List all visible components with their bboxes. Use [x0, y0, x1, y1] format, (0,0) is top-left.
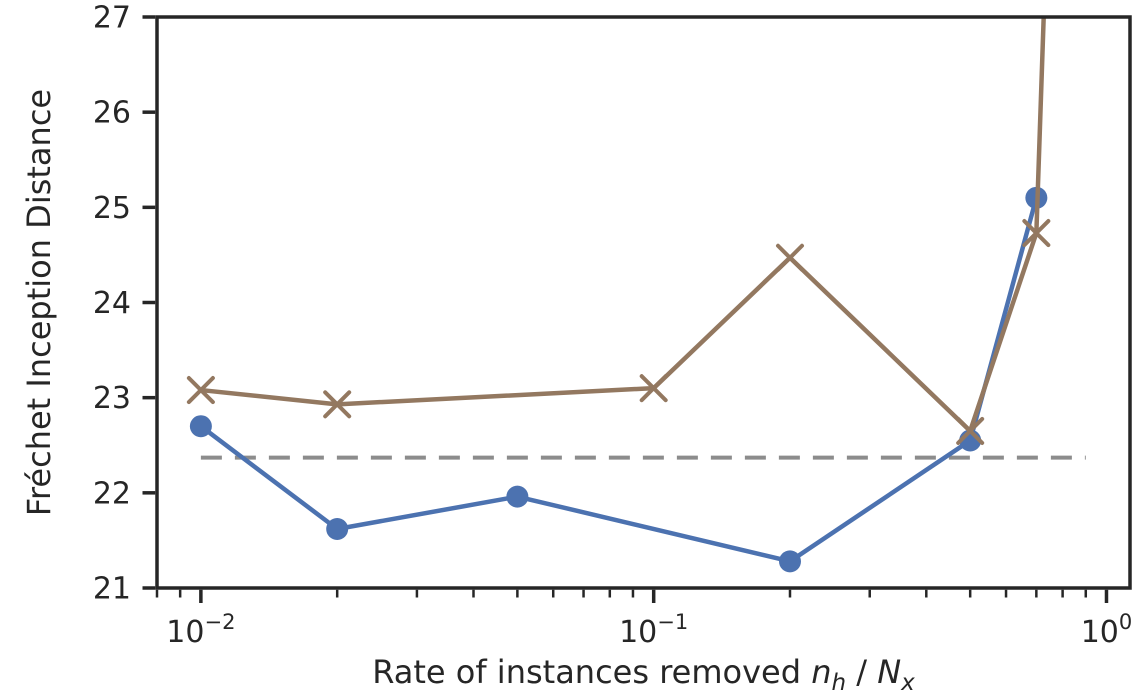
series-brown-crosses: [186, 17, 1051, 445]
x-axis-label: Rate of instances removed nh / Nx: [372, 653, 915, 692]
y-tick-label: 26: [93, 96, 131, 131]
data-point-circle-marker: [189, 415, 212, 438]
series-blue-circles-line: [199, 197, 1039, 564]
y-axis-label: Fréchet Inception Distance: [20, 89, 58, 516]
plot-border: [155, 15, 1132, 590]
data-point-x-marker: [1022, 219, 1051, 248]
data-point-x-marker: [956, 416, 985, 445]
y-tick-label: 22: [93, 476, 131, 511]
x-axis: 10−2 10−1 100: [155, 589, 1133, 650]
data-point-circle-marker: [506, 485, 529, 508]
y-tick-label: 24: [93, 286, 131, 321]
x-tick-label: 10−1: [619, 610, 688, 650]
y-tick-label: 21: [93, 572, 131, 607]
x-tick-label: 10−2: [166, 610, 235, 650]
data-point-circle-marker: [326, 517, 349, 540]
data-point-circle-marker: [778, 550, 801, 573]
data-point-x-marker: [639, 374, 668, 403]
y-axis: 21 22 23 24 25 26 27: [93, 1, 156, 607]
data-point-x-marker: [775, 243, 804, 272]
y-tick-label: 23: [93, 381, 131, 416]
y-tick-label: 25: [93, 191, 131, 226]
series-brown-crosses-line: [200, 17, 1046, 434]
y-tick-label: 27: [93, 1, 131, 36]
data-point-x-marker: [323, 390, 352, 419]
x-tick-label: 100: [1081, 610, 1133, 650]
data-point-x-marker: [186, 376, 215, 405]
